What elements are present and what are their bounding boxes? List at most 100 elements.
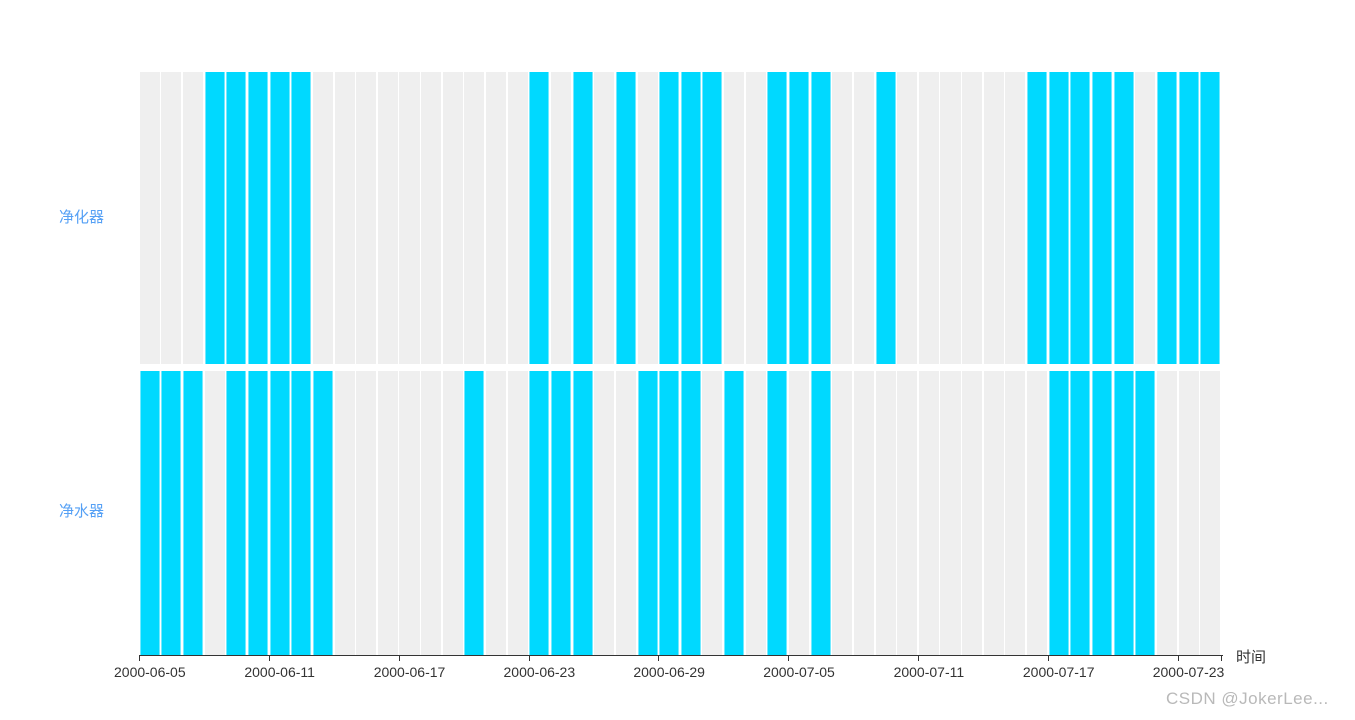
day-cell-inactive[interactable] (1200, 371, 1221, 655)
day-cell-inactive[interactable] (399, 72, 420, 364)
day-cell-inactive[interactable] (464, 72, 485, 364)
day-cell-inactive[interactable] (940, 371, 961, 655)
day-cell-inactive[interactable] (897, 371, 918, 655)
day-cell-active[interactable] (789, 72, 810, 364)
day-cell-active[interactable] (183, 371, 204, 655)
day-cell-active[interactable] (875, 72, 896, 364)
day-cell-inactive[interactable] (183, 72, 204, 364)
day-cell-active[interactable] (724, 371, 745, 655)
day-cell-active[interactable] (464, 371, 485, 655)
day-cell-inactive[interactable] (1005, 371, 1026, 655)
day-cell-inactive[interactable] (853, 371, 874, 655)
day-cell-active[interactable] (291, 371, 312, 655)
day-cell-active[interactable] (1048, 72, 1069, 364)
day-cell-active[interactable] (1070, 371, 1091, 655)
day-cell-inactive[interactable] (356, 72, 377, 364)
day-cell-active[interactable] (1048, 371, 1069, 655)
day-cell-inactive[interactable] (486, 371, 507, 655)
day-cell-active[interactable] (248, 371, 269, 655)
day-cell-active[interactable] (1070, 72, 1091, 364)
day-cell-inactive[interactable] (312, 72, 333, 364)
day-cell-active[interactable] (810, 371, 831, 655)
day-cell-inactive[interactable] (789, 371, 810, 655)
day-cell-active[interactable] (659, 371, 680, 655)
day-cell-active[interactable] (204, 72, 225, 364)
day-cell-inactive[interactable] (442, 72, 463, 364)
day-cell-inactive[interactable] (204, 371, 225, 655)
day-cell-inactive[interactable] (745, 72, 766, 364)
day-cell-active[interactable] (269, 72, 290, 364)
day-cell-active[interactable] (572, 72, 593, 364)
day-cell-inactive[interactable] (1135, 72, 1156, 364)
day-cell-inactive[interactable] (1027, 371, 1048, 655)
day-cell-inactive[interactable] (1156, 371, 1177, 655)
day-cell-inactive[interactable] (637, 72, 658, 364)
day-cell-active[interactable] (550, 371, 571, 655)
day-cell-active[interactable] (1113, 72, 1134, 364)
day-cell-active[interactable] (1091, 72, 1112, 364)
day-cell-inactive[interactable] (377, 371, 398, 655)
day-cell-inactive[interactable] (334, 72, 355, 364)
day-cell-inactive[interactable] (486, 72, 507, 364)
day-cell-active[interactable] (637, 371, 658, 655)
day-cell-inactive[interactable] (1005, 72, 1026, 364)
day-cell-active[interactable] (702, 72, 723, 364)
day-cell-inactive[interactable] (594, 371, 615, 655)
day-cell-inactive[interactable] (940, 72, 961, 364)
day-cell-inactive[interactable] (918, 72, 939, 364)
day-cell-active[interactable] (1091, 371, 1112, 655)
day-cell-inactive[interactable] (832, 371, 853, 655)
day-cell-active[interactable] (1156, 72, 1177, 364)
day-cell-active[interactable] (291, 72, 312, 364)
day-cell-active[interactable] (615, 72, 636, 364)
day-cell-inactive[interactable] (702, 371, 723, 655)
day-cell-inactive[interactable] (832, 72, 853, 364)
day-cell-active[interactable] (1113, 371, 1134, 655)
day-cell-inactive[interactable] (615, 371, 636, 655)
day-cell-inactive[interactable] (399, 371, 420, 655)
day-cell-active[interactable] (1200, 72, 1221, 364)
day-cell-inactive[interactable] (962, 72, 983, 364)
day-cell-active[interactable] (226, 371, 247, 655)
day-cell-active[interactable] (572, 371, 593, 655)
day-cell-active[interactable] (529, 72, 550, 364)
day-cell-active[interactable] (1135, 371, 1156, 655)
day-cell-inactive[interactable] (897, 72, 918, 364)
day-cell-active[interactable] (226, 72, 247, 364)
day-cell-active[interactable] (680, 371, 701, 655)
day-cell-inactive[interactable] (745, 371, 766, 655)
day-cell-active[interactable] (529, 371, 550, 655)
day-cell-inactive[interactable] (1178, 371, 1199, 655)
day-cell-inactive[interactable] (550, 72, 571, 364)
day-cell-active[interactable] (767, 371, 788, 655)
day-cell-active[interactable] (1178, 72, 1199, 364)
day-cell-inactive[interactable] (507, 371, 528, 655)
day-cell-inactive[interactable] (962, 371, 983, 655)
day-cell-inactive[interactable] (983, 72, 1004, 364)
day-cell-active[interactable] (1027, 72, 1048, 364)
day-cell-active[interactable] (810, 72, 831, 364)
day-cell-inactive[interactable] (983, 371, 1004, 655)
day-cell-inactive[interactable] (853, 72, 874, 364)
day-cell-inactive[interactable] (442, 371, 463, 655)
day-cell-active[interactable] (659, 72, 680, 364)
day-cell-active[interactable] (312, 371, 333, 655)
day-cell-inactive[interactable] (421, 371, 442, 655)
day-cell-inactive[interactable] (334, 371, 355, 655)
day-cell-inactive[interactable] (139, 72, 160, 364)
day-cell-inactive[interactable] (507, 72, 528, 364)
day-cell-active[interactable] (767, 72, 788, 364)
day-cell-inactive[interactable] (918, 371, 939, 655)
day-cell-inactive[interactable] (594, 72, 615, 364)
day-cell-inactive[interactable] (377, 72, 398, 364)
day-cell-inactive[interactable] (356, 371, 377, 655)
day-cell-active[interactable] (269, 371, 290, 655)
day-cell-active[interactable] (248, 72, 269, 364)
day-cell-inactive[interactable] (724, 72, 745, 364)
day-cell-inactive[interactable] (875, 371, 896, 655)
day-cell-active[interactable] (680, 72, 701, 364)
day-cell-inactive[interactable] (421, 72, 442, 364)
day-cell-active[interactable] (161, 371, 182, 655)
day-cell-active[interactable] (139, 371, 160, 655)
day-cell-inactive[interactable] (161, 72, 182, 364)
